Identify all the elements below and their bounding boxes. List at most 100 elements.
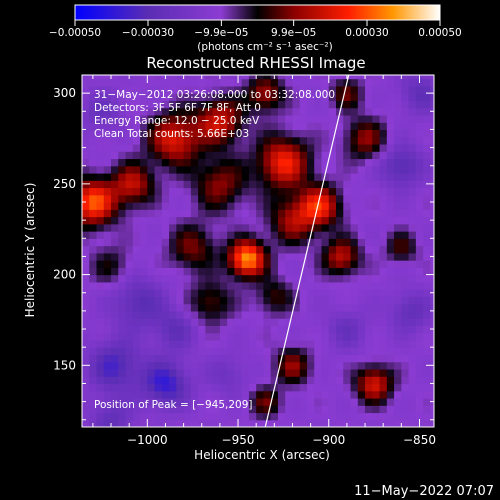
heatmap-cell (321, 209, 330, 218)
heatmap-cell (132, 143, 141, 152)
heatmap-cell (212, 85, 221, 94)
heatmap-cell (147, 245, 156, 254)
heatmap-cell (306, 354, 315, 363)
heatmap-cell (401, 231, 410, 239)
heatmap-cell (111, 136, 119, 145)
heatmap-cell (256, 412, 265, 421)
heatmap-cell (219, 100, 228, 109)
heatmap-cell (408, 397, 417, 406)
heatmap-cell (111, 85, 119, 94)
heatmap-cell (430, 390, 434, 399)
heatmap-cell (154, 114, 163, 123)
heatmap-cell (328, 267, 337, 276)
heatmap-cell (328, 122, 337, 131)
heatmap-cell (365, 216, 373, 225)
heatmap-cell (118, 318, 127, 326)
heatmap-cell (234, 85, 243, 94)
heatmap-cell (306, 412, 315, 421)
heatmap-cell (198, 289, 206, 297)
heatmap-cell (263, 194, 272, 203)
heatmap-cell (198, 318, 206, 326)
heatmap-cell (292, 122, 301, 131)
heatmap-cell (132, 93, 141, 102)
heatmap-cell (89, 245, 98, 254)
heatmap-cell (125, 347, 134, 356)
heatmap-cell (408, 202, 417, 210)
heatmap-cell (103, 325, 112, 334)
heatmap-cell (386, 347, 395, 356)
heatmap-cell (118, 274, 127, 283)
heatmap-cell (125, 172, 134, 181)
heatmap-cell (285, 202, 294, 210)
heatmap-cell (256, 172, 265, 181)
heatmap-cell (263, 318, 272, 326)
heatmap-cell (408, 180, 417, 189)
heatmap-cell (234, 252, 243, 261)
heatmap-cell (125, 376, 134, 385)
heatmap-cell (365, 310, 373, 319)
heatmap-cell (379, 412, 388, 421)
heatmap-cell (183, 405, 192, 414)
heatmap-cell (328, 289, 337, 297)
heatmap-cell (219, 325, 228, 334)
heatmap-cell (198, 390, 206, 399)
heatmap-cell (140, 223, 148, 232)
x-tick-label: −1000 (127, 433, 168, 447)
heatmap-cell (299, 122, 308, 131)
heatmap-cell (379, 339, 388, 348)
heatmap-cell (169, 75, 177, 80)
heatmap-cell (140, 289, 148, 297)
heatmap-cell (292, 390, 301, 399)
heatmap-cell (408, 172, 417, 181)
heatmap-cell (263, 339, 272, 348)
heatmap-cell (336, 216, 344, 225)
heatmap-cell (190, 339, 199, 348)
heatmap-cell (154, 100, 163, 109)
heatmap-cell (343, 187, 352, 196)
heatmap-cell (357, 151, 366, 160)
heatmap-cell (401, 296, 410, 305)
heatmap-cell (147, 158, 156, 167)
heatmap-cell (285, 93, 294, 102)
heatmap-cell (401, 209, 410, 218)
heatmap-cell (140, 143, 148, 152)
heatmap-cell (125, 245, 134, 254)
heatmap-cell (103, 405, 112, 414)
heatmap-cell (96, 129, 105, 138)
heatmap-cell (118, 354, 127, 363)
heatmap-cell (357, 165, 366, 174)
heatmap-cell (140, 390, 148, 399)
heatmap-cell (263, 383, 272, 392)
heatmap-cell (299, 75, 308, 80)
heatmap-cell (176, 202, 185, 210)
heatmap-cell (198, 267, 206, 276)
heatmap-cell (82, 383, 90, 392)
heatmap-cell (299, 296, 308, 305)
heatmap-cell (234, 325, 243, 334)
heatmap-cell (372, 122, 381, 131)
heatmap-cell (430, 231, 434, 239)
heatmap-cell (241, 209, 250, 218)
heatmap-cell (299, 376, 308, 385)
heatmap-cell (379, 354, 388, 363)
heatmap-cell (299, 216, 308, 225)
heatmap-cell (343, 310, 352, 319)
heatmap-cell (299, 339, 308, 348)
heatmap-cell (241, 289, 250, 297)
heatmap-cell (372, 100, 381, 109)
heatmap-cell (379, 281, 388, 290)
heatmap-cell (408, 187, 417, 196)
heatmap-cell (96, 397, 105, 406)
heatmap-cell (132, 383, 141, 392)
heatmap-cell (270, 151, 279, 160)
heatmap-cell (82, 318, 90, 326)
heatmap-cell (140, 216, 148, 225)
heatmap-cell (234, 136, 243, 145)
heatmap-cell (190, 231, 199, 239)
heatmap-cell (227, 376, 236, 385)
heatmap-cell (234, 245, 243, 254)
heatmap-cell (89, 202, 98, 210)
heatmap-cell (132, 376, 141, 385)
heatmap-cell (292, 187, 301, 196)
heatmap-cell (169, 310, 177, 319)
